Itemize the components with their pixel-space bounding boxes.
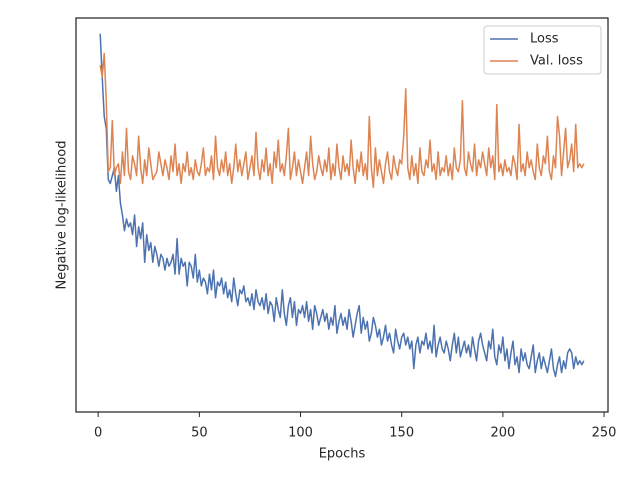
x-tick-label: 50: [191, 426, 208, 441]
x-tick-label: 0: [94, 426, 102, 441]
line-series: [99, 33, 585, 378]
y-axis-label: Negative log-likelihood: [55, 141, 70, 290]
plot-frame: [75, 17, 609, 413]
x-tick-label: 200: [490, 426, 515, 441]
x-axis-label: Epochs: [319, 447, 366, 462]
x-tick-label: 150: [389, 426, 414, 441]
legend-label: Loss: [530, 32, 559, 47]
line-series: [99, 52, 585, 189]
x-tick-label: 250: [592, 426, 617, 441]
x-tick-label: 100: [288, 426, 313, 441]
legend-label: Val. loss: [530, 54, 583, 69]
legend-box: [483, 25, 602, 75]
